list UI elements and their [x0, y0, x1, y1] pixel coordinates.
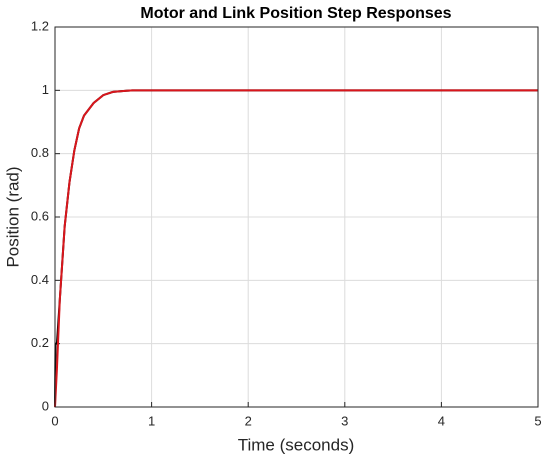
y-tick-label: 0.2 — [31, 335, 49, 350]
x-tick-label: 4 — [438, 413, 445, 428]
y-tick-label: 0.4 — [31, 272, 49, 287]
y-tick-label: 1 — [42, 82, 49, 97]
y-tick-label: 0.6 — [31, 208, 49, 223]
y-tick-label: 0 — [42, 398, 49, 413]
x-tick-label: 0 — [51, 413, 58, 428]
chart-title: Motor and Link Position Step Responses — [140, 5, 451, 22]
y-axis-label: Position (rad) — [3, 166, 22, 267]
y-tick-label: 1.2 — [31, 18, 49, 33]
x-tick-label: 5 — [534, 413, 541, 428]
x-tick-label: 1 — [148, 413, 155, 428]
y-tick-label: 0.8 — [31, 145, 49, 160]
x-tick-label: 2 — [245, 413, 252, 428]
x-tick-label: 3 — [341, 413, 348, 428]
plot-frame — [54, 26, 539, 408]
x-axis-label: Time (seconds) — [238, 435, 355, 454]
series-line — [54, 89, 538, 408]
